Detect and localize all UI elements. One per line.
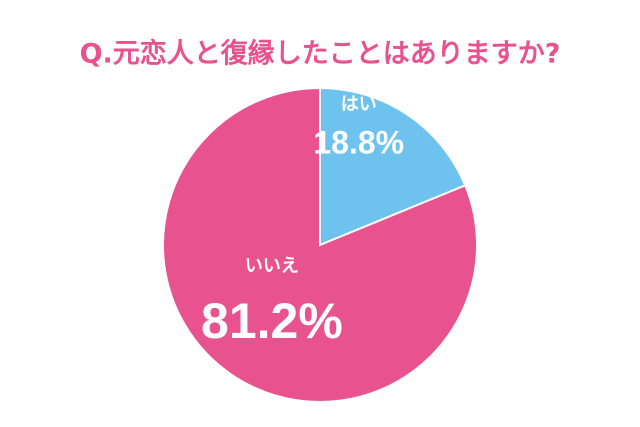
- slice-category-label: いいえ: [245, 256, 299, 277]
- pie-slice: [319, 86, 467, 247]
- pie-slice: [162, 86, 478, 403]
- slice-value-label: 81.2%: [201, 293, 343, 349]
- chart-title: Q.元恋人と復縁したことはありますか?: [80, 38, 561, 70]
- slice-value-label: 18.8%: [313, 124, 404, 160]
- slice-category-label: はい: [341, 94, 377, 115]
